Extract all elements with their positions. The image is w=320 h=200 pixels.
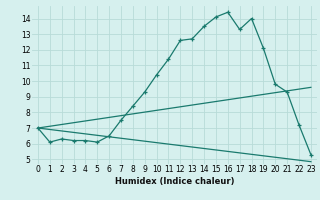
- X-axis label: Humidex (Indice chaleur): Humidex (Indice chaleur): [115, 177, 234, 186]
